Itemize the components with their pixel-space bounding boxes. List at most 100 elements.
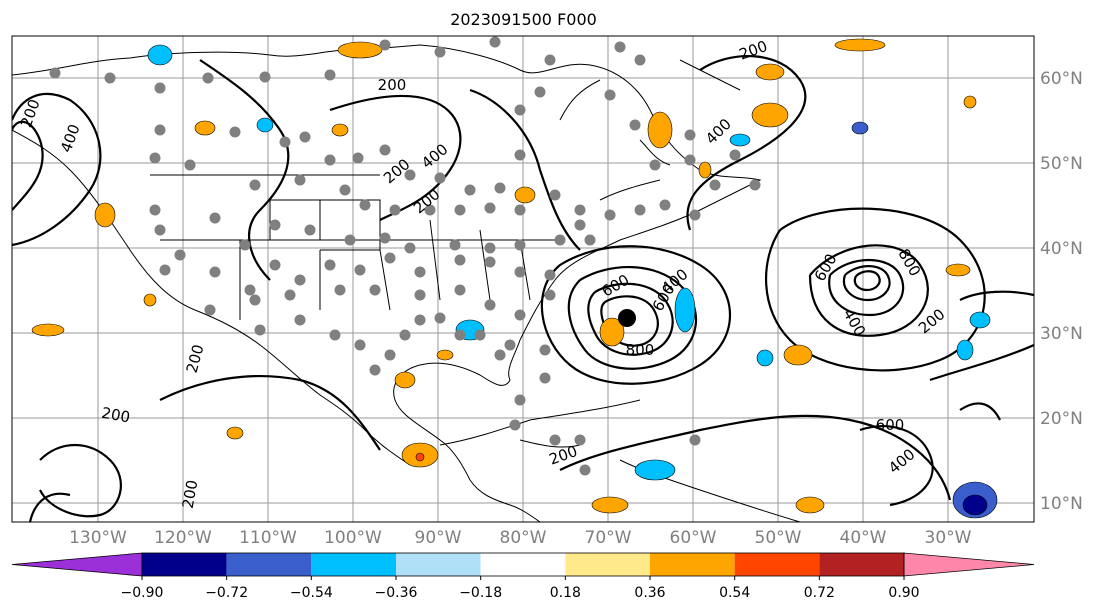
station-dot	[414, 314, 426, 326]
colorbar-tick-label: −0.90	[120, 585, 164, 601]
station-dot	[359, 199, 371, 211]
map-frame	[11, 35, 1035, 523]
station-dot	[449, 239, 461, 251]
longitude-label: 110°W	[239, 528, 297, 548]
station-dot	[269, 259, 281, 271]
station-dot	[254, 324, 266, 336]
longitude-label: 50°W	[755, 528, 802, 548]
station-dot	[489, 36, 501, 48]
colorbar-extend-high	[903, 552, 1035, 577]
colorbar-tick-label: −0.54	[289, 585, 333, 601]
contour-label: 400	[57, 122, 84, 155]
contour-label: 200	[410, 185, 444, 217]
station-dot	[339, 184, 351, 196]
colorbar-segment	[396, 553, 481, 576]
colorbar-tick-label: −0.18	[459, 585, 503, 601]
station-dot	[184, 159, 196, 171]
station-dot	[259, 71, 271, 83]
colorbar-segment	[226, 553, 312, 576]
station-dot	[544, 269, 556, 281]
station-dot	[204, 304, 216, 316]
station-dot	[249, 294, 261, 306]
station-dot	[574, 204, 586, 216]
station-dot	[352, 152, 364, 164]
station-dot	[514, 309, 526, 321]
station-dot	[149, 204, 161, 216]
station-dot	[284, 289, 296, 301]
station-dot	[379, 232, 391, 244]
longitude-label: 70°W	[585, 528, 632, 548]
station-dot	[384, 349, 396, 361]
station-dot	[434, 312, 446, 324]
station-dot	[689, 209, 701, 221]
anomaly-fills	[31, 38, 998, 519]
station-dot	[484, 202, 496, 214]
colorbar-segment	[311, 553, 396, 576]
station-dot	[324, 154, 336, 166]
colorbar-segment	[480, 553, 566, 576]
station-dot	[514, 394, 526, 406]
station-dot	[684, 129, 696, 141]
station-dot	[514, 104, 526, 116]
colorbar-tick-label: 0.90	[888, 585, 920, 601]
station-dot	[324, 259, 336, 271]
station-dot	[494, 349, 506, 361]
station-dot	[149, 152, 161, 164]
station-dot	[634, 54, 646, 66]
colorbar-tick-label: 0.36	[634, 585, 666, 601]
station-dot	[244, 284, 256, 296]
latitude-label: 60°N	[1040, 69, 1083, 89]
station-dot	[634, 204, 646, 216]
station-dot	[454, 284, 466, 296]
station-dot	[154, 82, 166, 94]
contour-label: 200	[17, 97, 44, 130]
station-dot	[404, 242, 416, 254]
station-dot	[549, 189, 561, 201]
longitude-label: 60°W	[670, 528, 717, 548]
contour-label: 200	[915, 305, 949, 337]
station-dot	[434, 46, 446, 58]
colorbar-extend-low	[11, 552, 143, 577]
station-dot	[659, 199, 671, 211]
latitude-label: 40°N	[1040, 239, 1083, 259]
contour-label: 400	[702, 115, 735, 148]
contour-label: 200	[183, 343, 208, 375]
contour-label: 400	[839, 306, 869, 340]
station-dot	[174, 249, 186, 261]
station-dots	[49, 36, 761, 476]
station-dot	[534, 86, 546, 98]
station-dot	[554, 234, 566, 246]
contour-label: 200	[378, 76, 407, 94]
contour-label: 200	[380, 155, 414, 187]
station-dot	[629, 119, 641, 131]
longitude-label: 30°W	[925, 528, 972, 548]
station-dot	[229, 126, 241, 138]
longitude-label: 40°W	[840, 528, 887, 548]
contours	[12, 55, 1034, 522]
colorbar-segment	[819, 553, 904, 576]
station-dot	[354, 264, 366, 276]
station-dot	[514, 204, 526, 216]
contour-label: 600	[876, 416, 905, 434]
station-dot	[649, 159, 661, 171]
station-dot	[614, 41, 626, 53]
station-dot	[454, 329, 466, 341]
storm-center-marker	[618, 309, 636, 327]
station-dot	[484, 256, 496, 268]
station-dot	[369, 284, 381, 296]
station-dot	[379, 39, 391, 51]
station-dot	[539, 372, 551, 384]
station-dot	[369, 364, 381, 376]
station-dot	[604, 209, 616, 221]
station-dot	[379, 144, 391, 156]
longitude-label: 90°W	[415, 528, 462, 548]
contour-label: 200	[737, 37, 770, 64]
station-dot	[294, 314, 306, 326]
station-dot	[729, 149, 741, 161]
colorbar	[11, 552, 1035, 580]
station-dot	[574, 219, 586, 231]
contour-label: 400	[885, 445, 919, 477]
station-dot	[484, 299, 496, 311]
